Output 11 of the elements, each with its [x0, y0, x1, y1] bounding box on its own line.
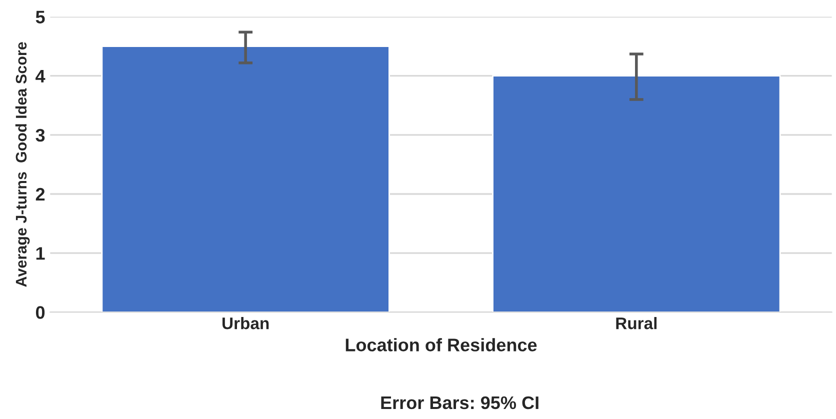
y-tick-label: 3	[36, 128, 45, 142]
y-axis-title: Average J-turns Good Idea Score	[15, 42, 30, 287]
y-tick-label: 4	[36, 70, 46, 82]
y-tick-label: 0	[36, 306, 45, 319]
text: Error Bars: 95% CI	[381, 396, 538, 410]
x-tick-label: Rural	[616, 317, 657, 330]
x-axis-title: Location of Residence	[346, 338, 537, 352]
y-tick-label: 1	[36, 247, 45, 260]
y-tick-label: 5	[36, 10, 45, 24]
y-tick-label: 2	[36, 188, 45, 201]
x-tick-label: Urban	[222, 317, 269, 330]
